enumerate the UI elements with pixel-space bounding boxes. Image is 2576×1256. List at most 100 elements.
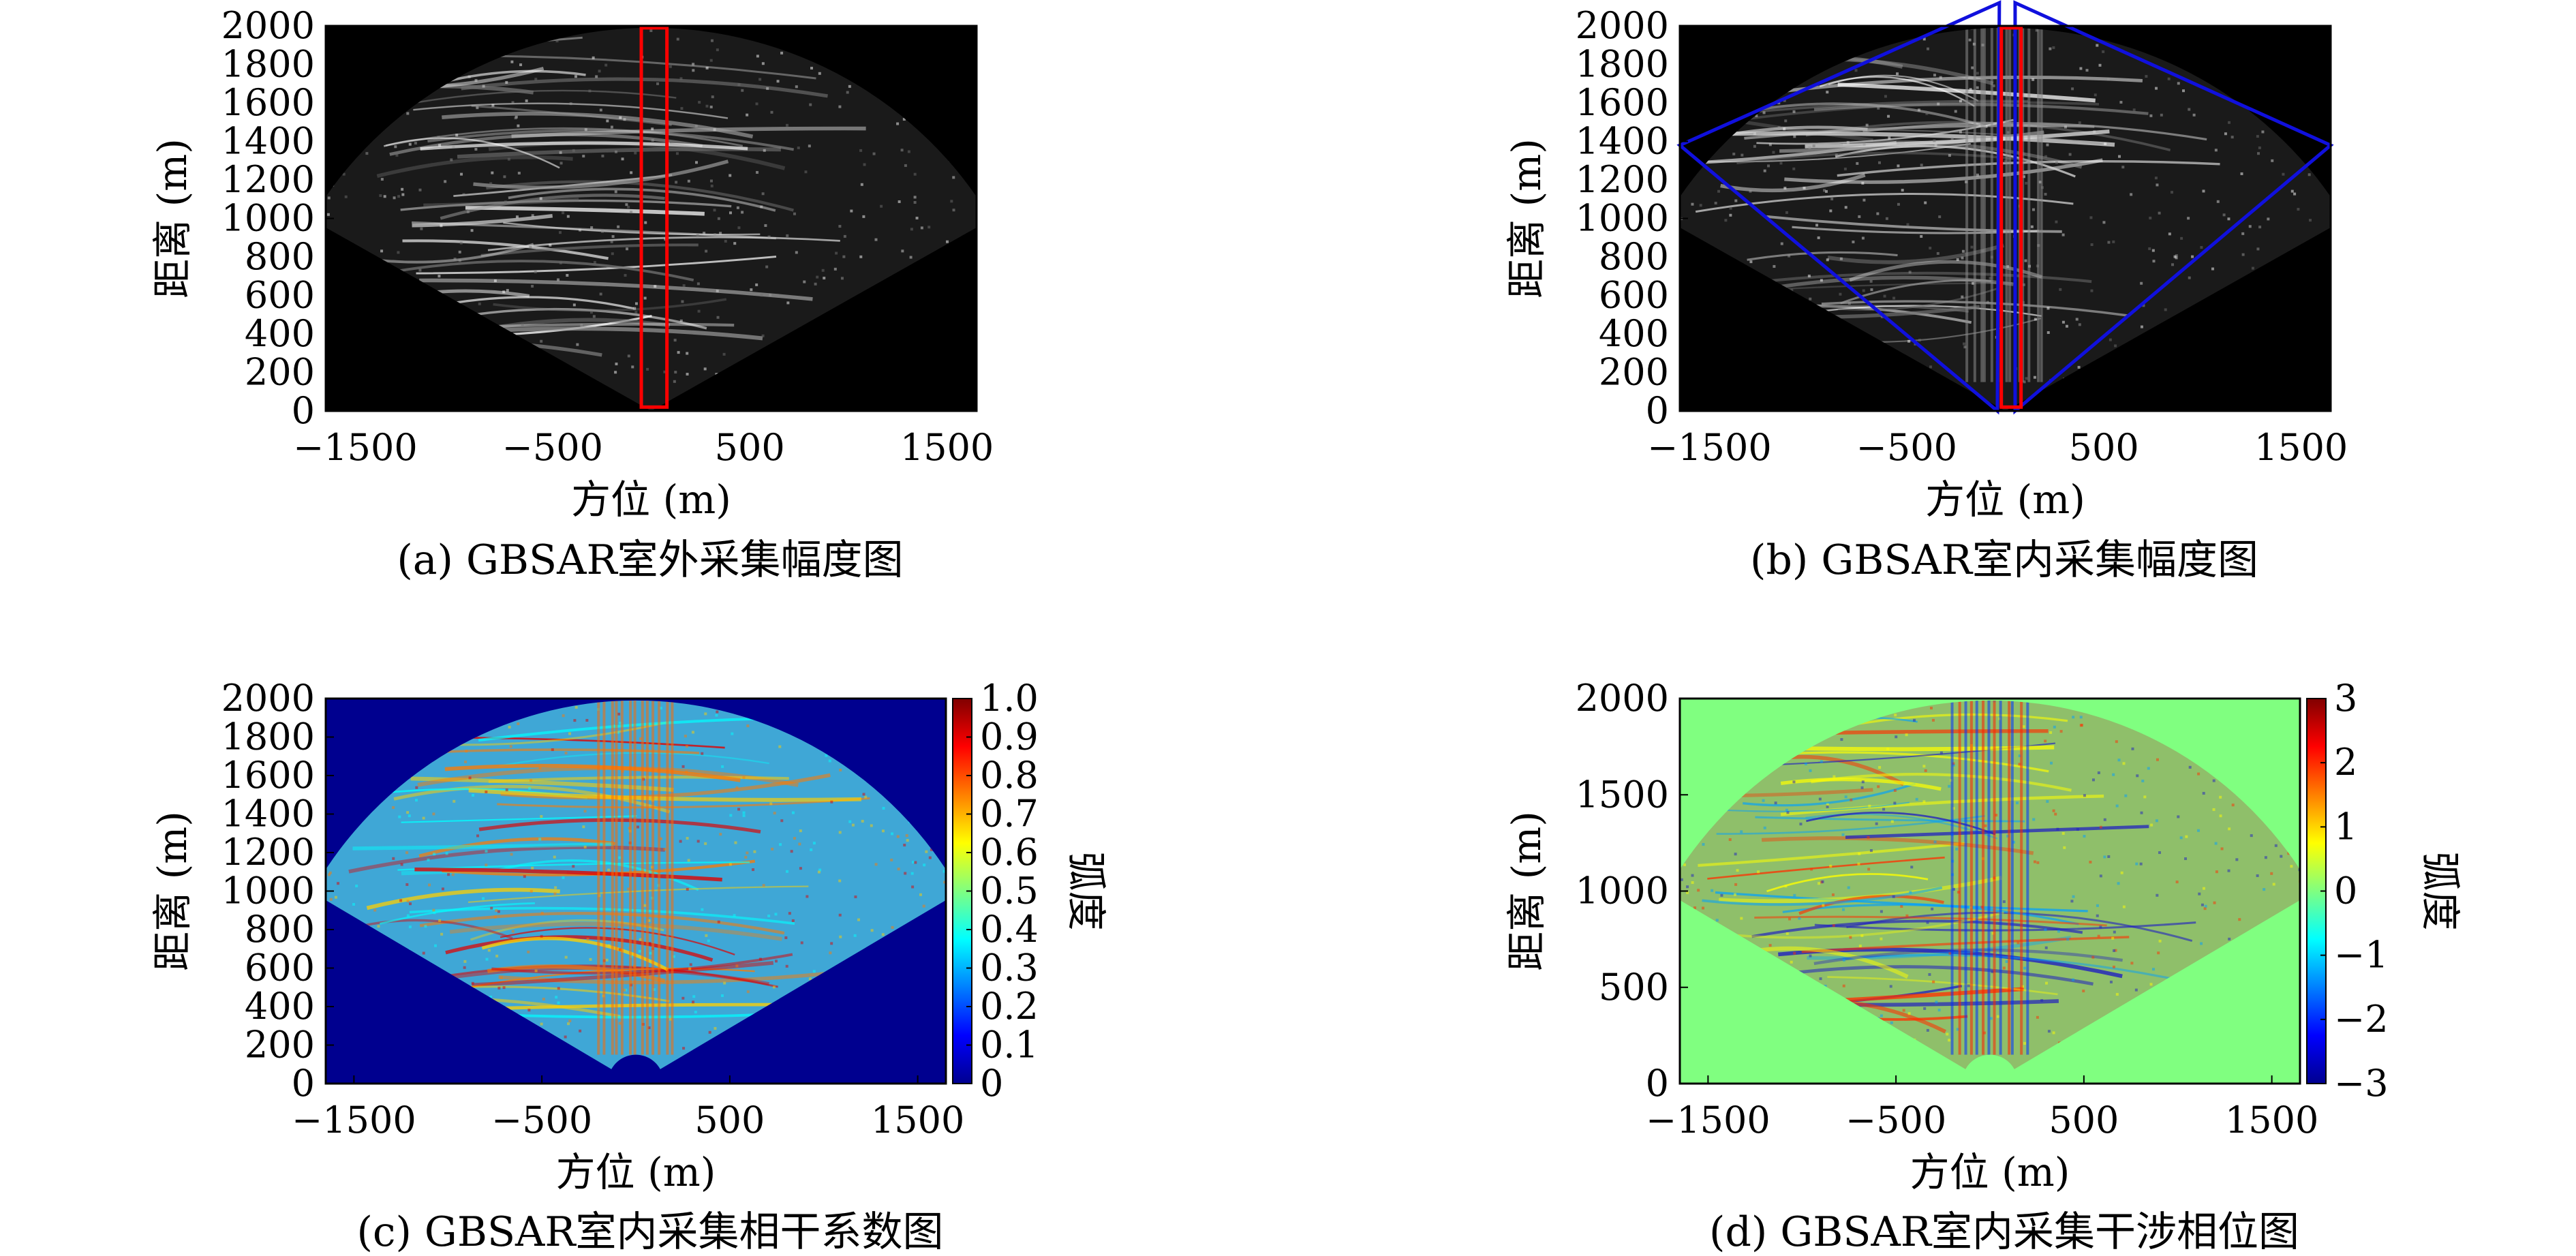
y-tick-label: 1500 [1576, 773, 1669, 816]
speckle [2064, 125, 2068, 129]
colorbar-tick-label: −1 [2334, 934, 2389, 977]
speckle [950, 200, 953, 203]
speckle [804, 170, 808, 174]
speckle [529, 245, 532, 249]
speckle [1907, 1012, 1911, 1015]
speckle [2267, 217, 2270, 221]
speckle [634, 302, 638, 305]
speckle [619, 949, 622, 952]
speckle [1762, 111, 1766, 114]
speckle [2156, 758, 2159, 761]
speckle [2263, 888, 2266, 891]
x-tick-label: 500 [694, 1099, 765, 1142]
speckle [1691, 874, 1694, 877]
panel-a: −1500 −500 500 1500 020040060080010001200140… [149, 4, 994, 584]
speckle [1952, 807, 1955, 810]
speckle [531, 214, 534, 217]
speckle [559, 162, 563, 165]
speckle [2034, 318, 2037, 321]
speckle [523, 875, 526, 878]
speckle [803, 280, 806, 284]
speckle [737, 226, 741, 230]
speckle [1909, 891, 1912, 894]
speckle [643, 904, 647, 907]
sector-streak [1819, 76, 1976, 107]
speckle [643, 296, 647, 300]
speckle [2049, 47, 2052, 50]
speckle [729, 814, 733, 817]
speckle [1924, 201, 1927, 204]
speckle [614, 150, 617, 153]
speckle [2070, 900, 2074, 903]
y-tick-label: 1000 [221, 870, 315, 913]
sector-streak [1813, 948, 2123, 966]
speckle [1717, 189, 1721, 193]
speckle [864, 795, 868, 799]
speckle [901, 249, 904, 253]
speckle [1969, 88, 1972, 91]
speckle [741, 89, 744, 92]
speckle [679, 319, 683, 322]
speckle [703, 367, 707, 371]
speckle [1749, 189, 1752, 193]
speckle [1971, 66, 1974, 70]
speckle [580, 324, 583, 327]
speckle [746, 851, 749, 855]
speckle [904, 164, 907, 167]
sector-streak [478, 818, 761, 834]
speckle [674, 371, 677, 374]
speckle [1740, 917, 1743, 920]
x-axis-label: 方位 (m) [556, 1149, 716, 1195]
speckle [761, 334, 765, 337]
speckle [618, 856, 622, 859]
speckle [2149, 216, 2152, 219]
speckle [812, 842, 816, 845]
speckle [1832, 924, 1835, 928]
speckle [2157, 951, 2160, 955]
speckle [2122, 905, 2126, 908]
speckle [716, 290, 719, 293]
speckle [687, 859, 690, 862]
speckle [1728, 838, 1732, 841]
speckle [468, 776, 472, 780]
speckle [928, 856, 932, 859]
speckle [1860, 934, 1864, 938]
speckle [1890, 820, 1894, 823]
speckle [572, 865, 575, 868]
speckle [1961, 295, 1964, 298]
y-tick-label: 200 [1599, 351, 1669, 394]
speckle [910, 872, 914, 875]
speckle [458, 259, 461, 262]
sector-streak [444, 763, 741, 782]
speckle [874, 863, 878, 866]
speckle [582, 825, 585, 829]
speckle [1869, 849, 1873, 853]
speckle [590, 226, 594, 229]
speckle [491, 104, 495, 107]
speckle [786, 234, 789, 237]
speckle [1989, 277, 1992, 280]
sector-streak [427, 129, 795, 151]
speckle [1913, 718, 1916, 722]
y-tick-label: 1400 [221, 793, 315, 836]
speckle [2107, 241, 2111, 244]
speckle [779, 843, 782, 846]
speckle [1878, 766, 1882, 769]
speckle [1740, 830, 1743, 833]
speckle [476, 106, 479, 110]
speckle [2023, 1042, 2026, 1045]
speckle [1936, 251, 1939, 255]
speckle [487, 949, 491, 952]
speckle [1976, 173, 1979, 177]
speckle [2102, 221, 2106, 224]
speckle [573, 719, 577, 722]
speckle [1809, 954, 1812, 958]
speckle [1829, 864, 1833, 868]
speckle [793, 837, 797, 840]
speckle [1991, 970, 1994, 973]
speckle [474, 78, 478, 82]
speckle [764, 224, 767, 227]
speckle [930, 848, 933, 851]
speckle [2109, 980, 2113, 983]
speckle [795, 251, 798, 254]
